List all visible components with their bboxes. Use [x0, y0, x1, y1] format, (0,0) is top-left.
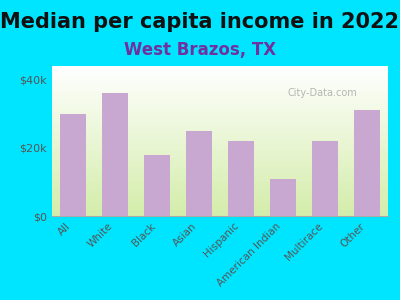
Bar	[102, 93, 128, 216]
Bar	[270, 178, 296, 216]
Bar	[60, 114, 86, 216]
Bar	[312, 141, 338, 216]
Text: Median per capita income in 2022: Median per capita income in 2022	[0, 12, 400, 32]
Text: West Brazos, TX: West Brazos, TX	[124, 40, 276, 58]
Bar	[144, 154, 170, 216]
Text: City-Data.com: City-Data.com	[287, 88, 357, 98]
Bar	[186, 131, 212, 216]
Bar	[228, 141, 254, 216]
Bar	[354, 110, 380, 216]
